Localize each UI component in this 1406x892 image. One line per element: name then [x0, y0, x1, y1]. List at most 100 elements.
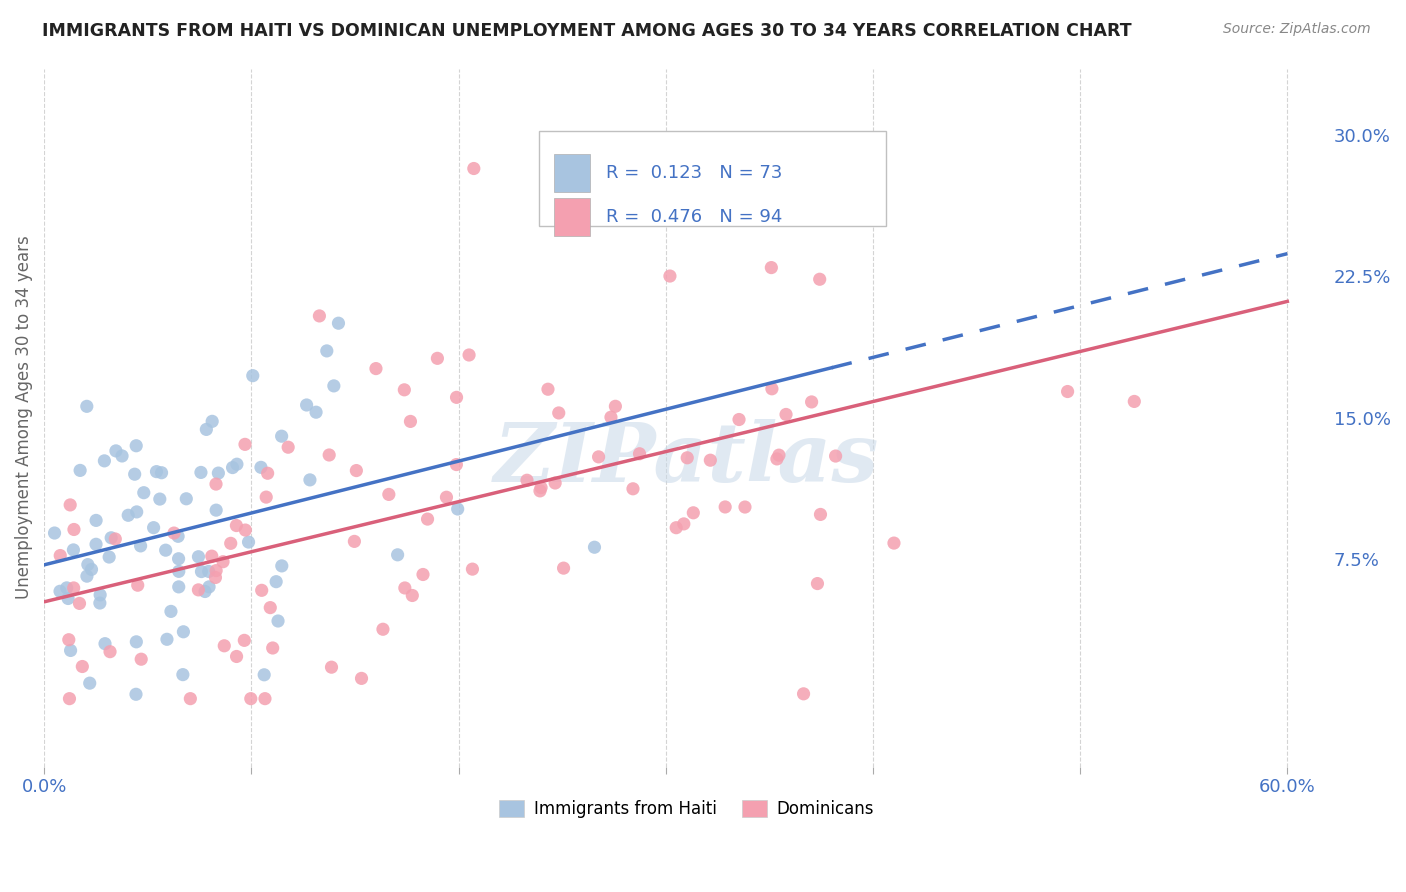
Point: [221, 460, 243, 475]
Point: [267, 614, 290, 628]
Point: [204, 570, 226, 584]
Point: [190, 565, 212, 579]
Point: [225, 518, 247, 533]
Point: [225, 457, 247, 471]
Point: [793, 687, 815, 701]
Point: [59, 643, 82, 657]
Point: [149, 492, 172, 507]
Point: [142, 521, 165, 535]
Point: [318, 448, 340, 462]
Point: [806, 576, 828, 591]
Point: [172, 667, 194, 681]
Point: [761, 260, 783, 275]
Point: [49, 584, 72, 599]
Point: [207, 466, 229, 480]
Point: [212, 555, 235, 569]
Point: [364, 361, 387, 376]
Point: [187, 582, 209, 597]
Point: [544, 475, 567, 490]
Point: [808, 272, 831, 286]
Point: [547, 406, 569, 420]
Point: [262, 640, 284, 655]
Point: [62, 581, 84, 595]
Point: [44, 526, 66, 541]
Point: [104, 532, 127, 546]
Point: [264, 574, 287, 589]
Point: [212, 639, 235, 653]
Point: [401, 589, 423, 603]
Point: [253, 667, 276, 681]
Point: [399, 414, 422, 428]
FancyBboxPatch shape: [554, 198, 591, 236]
Point: [832, 197, 855, 211]
Point: [253, 691, 276, 706]
Point: [205, 564, 228, 578]
Point: [530, 481, 553, 495]
Point: [76, 569, 98, 583]
Point: [322, 379, 344, 393]
Point: [254, 490, 277, 504]
Point: [672, 516, 695, 531]
Point: [98, 549, 121, 564]
Point: [250, 460, 273, 475]
Point: [295, 398, 318, 412]
Point: [658, 268, 681, 283]
Point: [728, 412, 751, 426]
Point: [219, 536, 242, 550]
Point: [239, 691, 262, 706]
Text: ZIPatlas: ZIPatlas: [494, 419, 879, 500]
Point: [768, 448, 790, 462]
Point: [387, 548, 409, 562]
Text: R =  0.123   N = 73: R = 0.123 N = 73: [606, 164, 782, 182]
Point: [55, 581, 77, 595]
Point: [89, 596, 111, 610]
Point: [167, 565, 190, 579]
Point: [125, 687, 148, 701]
Point: [824, 449, 846, 463]
Point: [225, 649, 247, 664]
Point: [201, 414, 224, 428]
Point: [93, 454, 115, 468]
FancyBboxPatch shape: [538, 131, 886, 226]
Point: [98, 645, 121, 659]
Point: [163, 526, 186, 541]
Point: [89, 588, 111, 602]
Point: [761, 382, 783, 396]
Point: [205, 503, 228, 517]
Point: [117, 508, 139, 523]
Point: [416, 512, 439, 526]
Point: [676, 450, 699, 465]
Point: [179, 691, 201, 706]
Point: [125, 505, 148, 519]
Point: [125, 439, 148, 453]
Point: [58, 632, 80, 647]
Point: [583, 540, 606, 554]
Point: [167, 551, 190, 566]
Point: [270, 429, 292, 443]
Point: [308, 309, 330, 323]
Text: Source: ZipAtlas.com: Source: ZipAtlas.com: [1223, 22, 1371, 37]
Point: [195, 422, 218, 436]
Point: [49, 549, 72, 563]
Point: [235, 523, 257, 537]
Point: [810, 508, 832, 522]
Point: [187, 549, 209, 564]
Point: [205, 477, 228, 491]
Point: [190, 466, 212, 480]
Point: [150, 466, 173, 480]
Point: [852, 211, 875, 225]
Y-axis label: Unemployment Among Ages 30 to 34 years: Unemployment Among Ages 30 to 34 years: [15, 235, 32, 599]
Point: [79, 676, 101, 690]
Point: [160, 604, 183, 618]
Point: [58, 691, 80, 706]
Point: [100, 531, 122, 545]
Point: [775, 408, 797, 422]
Point: [63, 523, 86, 537]
Point: [343, 534, 366, 549]
Text: R =  0.476   N = 94: R = 0.476 N = 94: [606, 208, 782, 226]
Point: [69, 463, 91, 477]
Point: [1123, 394, 1146, 409]
Point: [426, 351, 449, 366]
Point: [734, 500, 756, 514]
Point: [129, 652, 152, 666]
